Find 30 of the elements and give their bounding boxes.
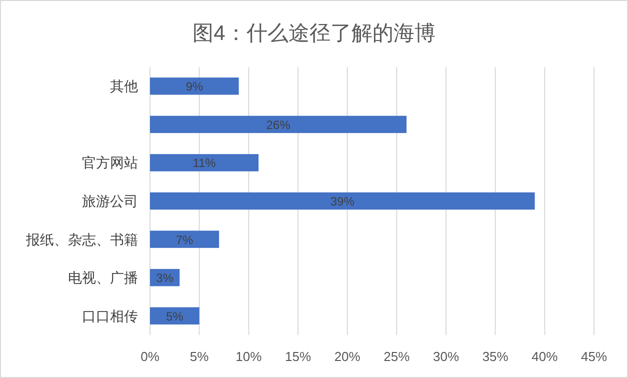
x-tick-label: 0% [140,349,160,364]
x-tick-label: 30% [432,349,460,364]
y-tick-label: 官方网站 [82,154,138,171]
x-tick-label: 20% [334,349,361,364]
chart-title: 图4：什么途径了解的海博 [192,22,436,45]
y-tick-label: 报纸、杂志、书籍 [25,231,138,248]
data-label: 11% [192,156,216,170]
y-tick-label: 旅游公司 [82,193,138,209]
y-tick-label: 电视、广播 [68,270,138,286]
x-tick-label: 40% [532,349,558,364]
bar [150,192,535,210]
data-label: 39% [330,194,355,208]
data-label: 26% [266,118,291,132]
data-label: 5% [166,309,184,324]
bar [150,230,220,248]
bar [150,116,407,134]
x-tick-label: 25% [384,349,410,364]
y-tick-label: 其他 [110,78,138,94]
bar [150,154,259,172]
x-tick-label: 15% [284,349,312,364]
x-tick-label: 10% [236,349,262,364]
data-label: 9% [186,80,204,94]
x-tick-label: 35% [482,349,509,364]
bar [150,78,239,95]
x-tick-label: 5% [190,349,210,364]
data-label: 3% [156,271,174,286]
y-tick-label: 口口相传 [82,308,138,324]
bar [150,307,200,324]
data-label: 7% [176,232,194,247]
x-tick-label: 45% [580,349,608,364]
